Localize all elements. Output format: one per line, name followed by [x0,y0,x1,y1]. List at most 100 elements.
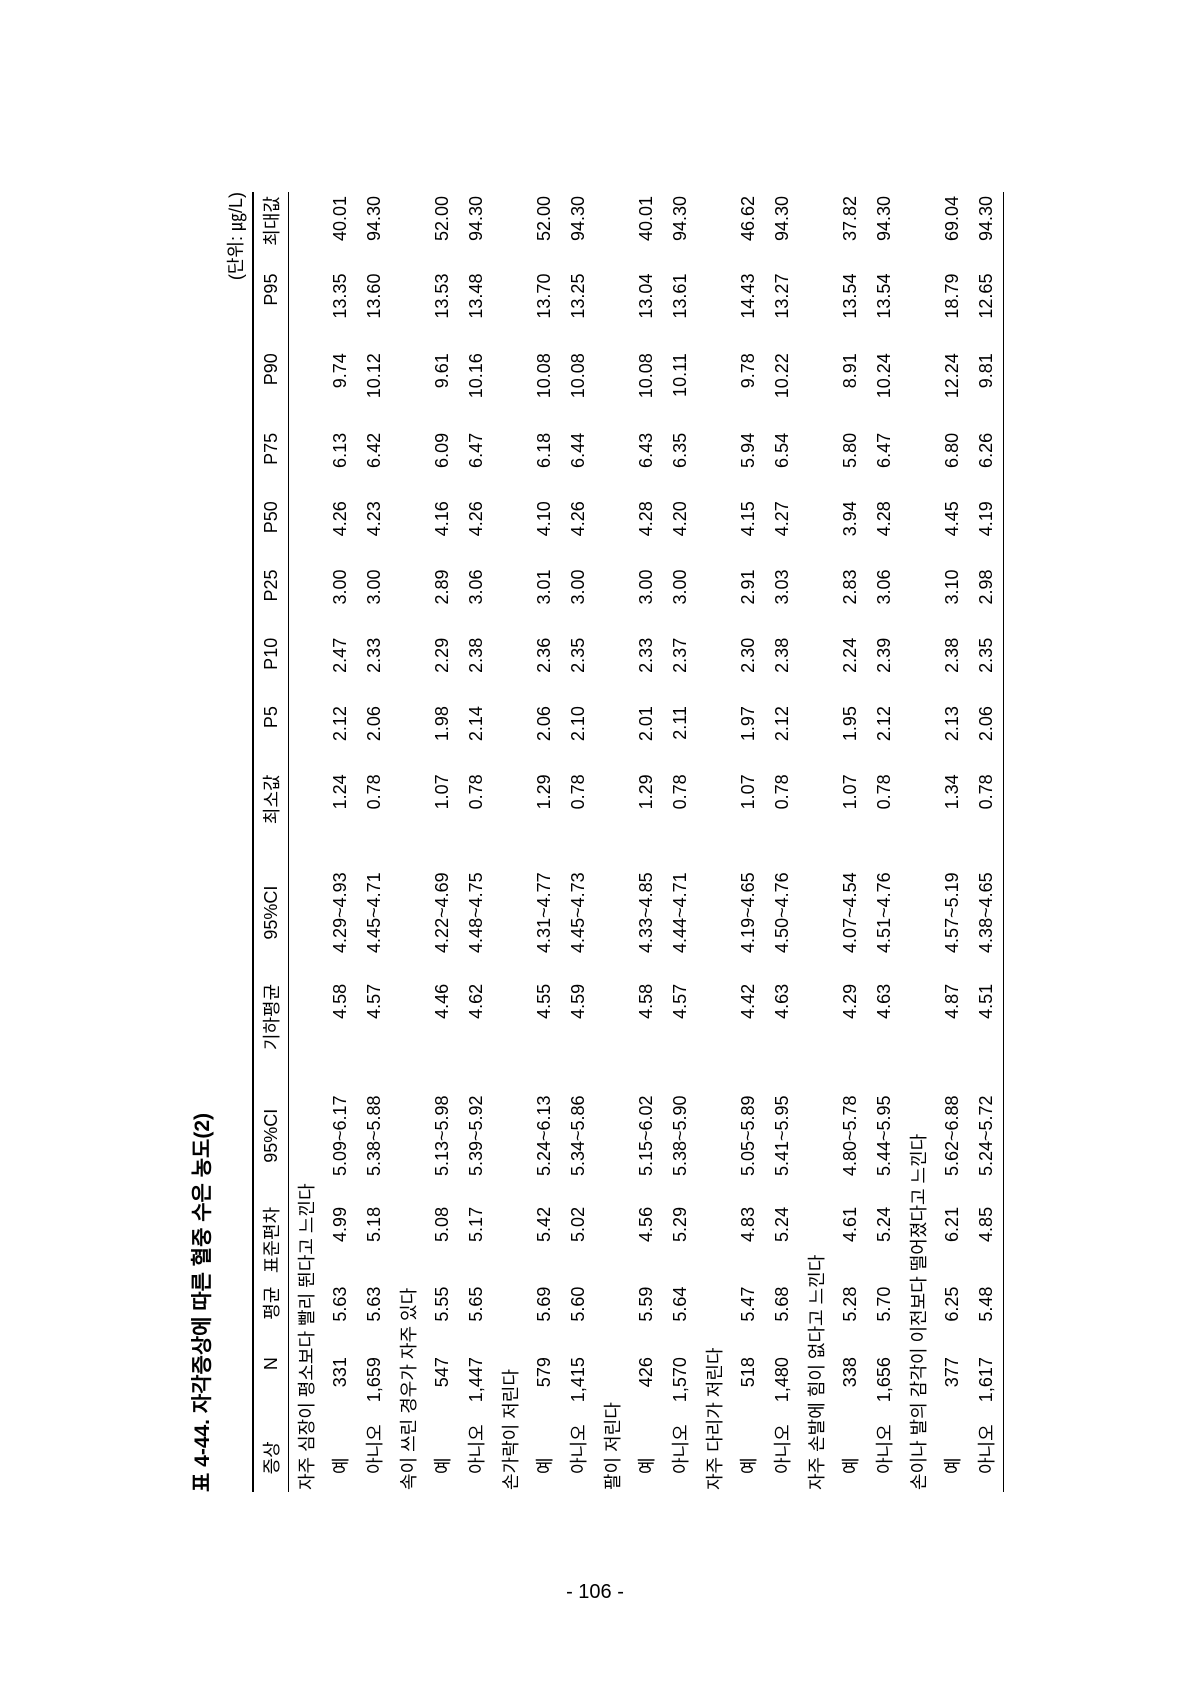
cell: 5.09~6.17 [323,1069,357,1203]
group-row: 속이 쓰린 경우가 자주 있다 [391,192,425,1492]
cell: 4.19 [969,497,1004,565]
cell: 4.45 [935,497,969,565]
cell: 1,659 [357,1353,391,1424]
col-n: N [253,1353,289,1424]
cell: 4.63 [867,980,901,1069]
cell: 40.01 [629,192,663,270]
cell: 2.11 [663,702,697,770]
cell: 4.56 [629,1203,663,1283]
cell: 4.26 [459,497,493,565]
cell: 5.28 [833,1283,867,1354]
group-title: 자주 손발에 힘이 없다고 느낀다 [799,192,833,1492]
cell: 518 [731,1353,765,1424]
cell: 9.81 [969,349,1004,429]
cell: 2.89 [425,565,459,633]
cell: 2.47 [323,634,357,702]
unit-label: (단위: ㎍/L) [222,192,248,280]
cell: 13.54 [867,270,901,350]
cell: 4.20 [663,497,697,565]
cell: 4.31~4.77 [527,846,561,980]
cell: 2.24 [833,634,867,702]
cell: 6.44 [561,429,595,497]
cell: 2.38 [459,634,493,702]
group-row: 손이나 발의 감각이 이전보다 떨어졌다고 느낀다 [901,192,935,1492]
cell: 1.07 [425,770,459,845]
cell: 2.36 [527,634,561,702]
row-label: 예 [323,1424,357,1492]
cell: 1,570 [663,1353,697,1424]
cell: 1.98 [425,702,459,770]
cell: 12.65 [969,270,1004,350]
cell: 4.22~4.69 [425,846,459,980]
cell: 4.26 [323,497,357,565]
cell: 6.21 [935,1203,969,1283]
cell: 4.28 [867,497,901,565]
cell: 579 [527,1353,561,1424]
cell: 5.80 [833,429,867,497]
table-caption: 표 4-44. 자각증상에 따른 혈중 수은 농도(2) [186,192,216,1492]
cell: 3.00 [323,565,357,633]
cell: 3.06 [867,565,901,633]
row-label: 예 [731,1424,765,1492]
cell: 9.74 [323,349,357,429]
cell: 1.07 [833,770,867,845]
group-title: 자주 심장이 평소보다 빨리 뛴다고 느낀다 [289,192,324,1492]
table-row: 아니오1,6595.635.185.38~5.884.574.45~4.710.… [357,192,391,1492]
cell: 10.08 [561,349,595,429]
table-row: 아니오1,5705.645.295.38~5.904.574.44~4.710.… [663,192,697,1492]
row-label: 아니오 [561,1424,595,1492]
cell: 5.15~6.02 [629,1069,663,1203]
cell: 4.07~4.54 [833,846,867,980]
cell: 4.45~4.73 [561,846,595,980]
row-label: 예 [629,1424,663,1492]
group-row: 자주 심장이 평소보다 빨리 뛴다고 느낀다 [289,192,324,1492]
cell: 2.29 [425,634,459,702]
cell: 4.57 [663,980,697,1069]
cell: 69.04 [935,192,969,270]
cell: 0.78 [969,770,1004,845]
group-title: 손가락이 저린다 [493,192,527,1492]
cell: 4.80~5.78 [833,1069,867,1203]
cell: 4.87 [935,980,969,1069]
cell: 52.00 [425,192,459,270]
row-label: 아니오 [867,1424,901,1492]
cell: 1.07 [731,770,765,845]
cell: 4.83 [731,1203,765,1283]
cell: 4.51~4.76 [867,846,901,980]
cell: 4.46 [425,980,459,1069]
row-label: 예 [833,1424,867,1492]
cell: 5.70 [867,1283,901,1354]
cell: 338 [833,1353,867,1424]
cell: 4.44~4.71 [663,846,697,980]
col-p5: P5 [253,702,289,770]
cell: 5.08 [425,1203,459,1283]
table-row: 예5475.555.085.13~5.984.464.22~4.691.071.… [425,192,459,1492]
cell: 5.60 [561,1283,595,1354]
group-row: 손가락이 저린다 [493,192,527,1492]
row-label: 아니오 [765,1424,799,1492]
cell: 14.43 [731,270,765,350]
col-ci1: 95%CI [253,1069,289,1203]
cell: 94.30 [459,192,493,270]
cell: 5.24 [867,1203,901,1283]
cell: 3.03 [765,565,799,633]
cell: 12.24 [935,349,969,429]
cell: 13.25 [561,270,595,350]
cell: 4.85 [969,1203,1004,1283]
table-row: 아니오1,4155.605.025.34~5.864.594.45~4.730.… [561,192,595,1492]
cell: 3.00 [357,565,391,633]
cell: 94.30 [867,192,901,270]
cell: 5.05~5.89 [731,1069,765,1203]
cell: 4.58 [629,980,663,1069]
cell: 4.23 [357,497,391,565]
cell: 4.45~4.71 [357,846,391,980]
cell: 2.38 [765,634,799,702]
cell: 3.06 [459,565,493,633]
cell: 5.68 [765,1283,799,1354]
cell: 6.43 [629,429,663,497]
table-row: 아니오1,4475.655.175.39~5.924.624.48~4.750.… [459,192,493,1492]
cell: 2.33 [357,634,391,702]
cell: 8.91 [833,349,867,429]
data-table: 증상 N 평균 표준편차 95%CI 기하평균 95%CI 최소값 P5 P10… [252,192,1004,1492]
cell: 0.78 [459,770,493,845]
